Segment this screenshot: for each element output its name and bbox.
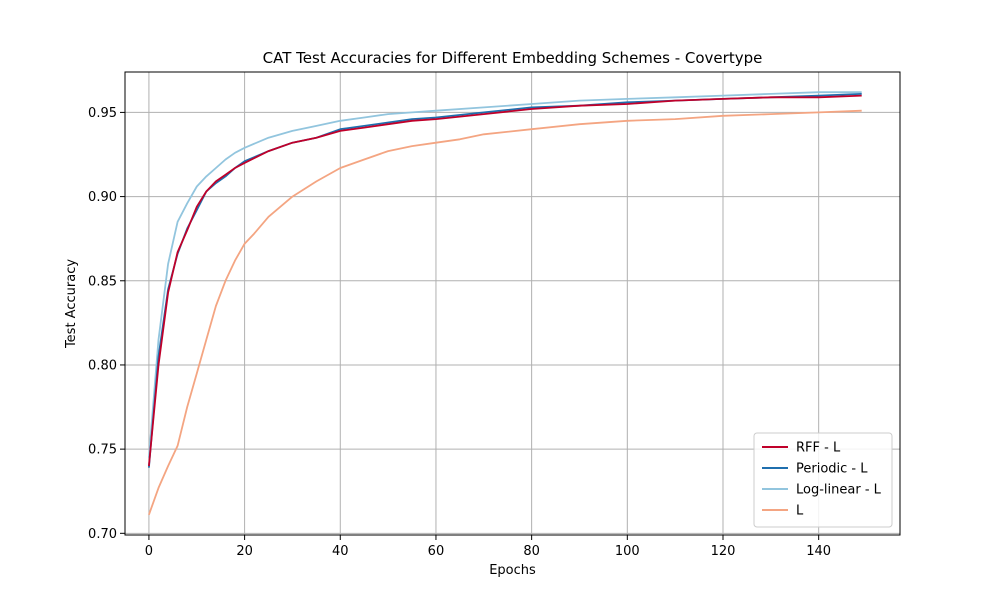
y-axis-label: Test Accuracy — [64, 259, 79, 349]
series-line-log-linear-l — [148, 91, 862, 458]
x-tick-label: 40 — [332, 544, 349, 559]
legend-box — [753, 432, 893, 528]
legend: RFF - L Periodic - L Log-linear - L L — [753, 432, 893, 528]
legend-label: Periodic - L — [796, 462, 868, 477]
y-tick-label: 0.80 — [88, 358, 117, 373]
y-tick-label: 0.75 — [88, 443, 117, 458]
chart-title: CAT Test Accuracies for Different Embedd… — [263, 49, 763, 67]
y-tick-label: 0.70 — [88, 527, 117, 542]
series-line-l — [148, 109, 862, 516]
y-tick-label: 0.95 — [88, 106, 117, 121]
x-tick-label: 80 — [523, 544, 540, 559]
x-tick-label: 60 — [428, 544, 445, 559]
x-tick-label: 0 — [145, 544, 153, 559]
legend-label: RFF - L — [796, 441, 841, 456]
y-tick-label: 0.85 — [88, 274, 117, 289]
series-line-rff-l — [148, 94, 862, 467]
series-lines — [148, 91, 862, 516]
y-tick-label: 0.90 — [88, 190, 117, 205]
legend-label: Log-linear - L — [796, 483, 882, 498]
axis-ticks: 0 20 40 60 80 100 120 140 0.70 0.75 0.80 0.85 0.90 0.… — [88, 106, 831, 559]
x-tick-label: 140 — [806, 544, 831, 559]
legend-label: L — [796, 504, 804, 519]
x-tick-label: 120 — [711, 544, 736, 559]
x-tick-label: 100 — [615, 544, 640, 559]
x-axis-label: Epochs — [489, 563, 536, 578]
plot-area-frame — [124, 71, 901, 536]
x-tick-label: 20 — [236, 544, 253, 559]
